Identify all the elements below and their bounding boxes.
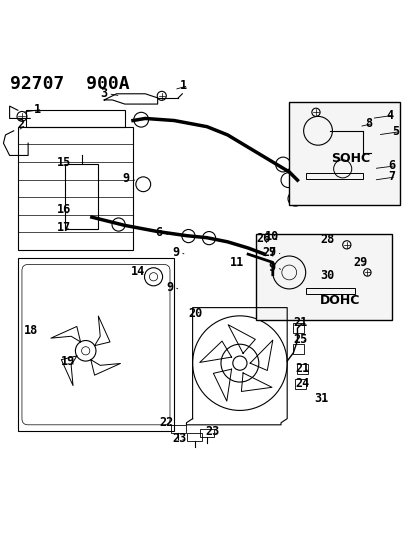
Bar (295, 379, 305, 389)
Text: 9: 9 (268, 261, 275, 274)
Text: 20: 20 (188, 308, 202, 320)
Text: 4: 4 (385, 109, 392, 122)
Text: 7: 7 (387, 171, 394, 183)
Text: 16: 16 (57, 203, 71, 216)
Bar (18, 127, 133, 250)
Bar (293, 323, 303, 333)
Text: 9: 9 (122, 172, 130, 185)
Bar (65, 164, 98, 230)
Text: 15: 15 (57, 156, 71, 169)
Text: SOHC: SOHC (330, 152, 369, 165)
Bar (187, 433, 202, 441)
Text: 92707  900A: 92707 900A (9, 75, 129, 93)
Text: 1: 1 (180, 79, 187, 92)
Text: 26: 26 (256, 232, 270, 246)
Text: 22: 22 (159, 416, 173, 429)
Text: 28: 28 (319, 233, 334, 246)
Text: 5: 5 (391, 125, 398, 138)
Text: 10: 10 (264, 230, 278, 243)
Text: 3: 3 (100, 87, 107, 100)
Text: 6: 6 (155, 227, 162, 239)
Bar (289, 102, 399, 205)
Text: 31: 31 (313, 392, 328, 405)
Text: 9: 9 (172, 246, 179, 259)
Text: 17: 17 (57, 221, 71, 234)
Bar (297, 365, 307, 374)
Text: 14: 14 (131, 265, 145, 278)
Text: 29: 29 (352, 256, 366, 269)
Text: 21: 21 (293, 316, 307, 328)
Text: 23: 23 (172, 432, 186, 445)
Text: 2: 2 (18, 118, 25, 131)
Bar (171, 425, 185, 433)
Text: 27: 27 (262, 246, 276, 259)
Bar (305, 173, 362, 179)
Text: 21: 21 (295, 362, 309, 375)
Text: 23: 23 (204, 425, 218, 438)
Bar (293, 344, 303, 354)
Text: 30: 30 (319, 269, 334, 282)
Text: 6: 6 (387, 159, 394, 172)
Text: DOHC: DOHC (320, 294, 360, 308)
Bar (199, 429, 214, 437)
Text: 25: 25 (293, 333, 307, 346)
Bar (256, 233, 391, 320)
Text: 19: 19 (61, 354, 75, 368)
Text: 11: 11 (229, 256, 243, 269)
Text: 8: 8 (364, 117, 372, 130)
Text: 18: 18 (24, 324, 38, 337)
Bar (26, 110, 124, 127)
Text: 9: 9 (268, 246, 275, 259)
Text: 1: 1 (34, 103, 41, 116)
Text: 9: 9 (166, 280, 173, 294)
Bar (305, 288, 354, 294)
Text: 24: 24 (295, 377, 309, 390)
